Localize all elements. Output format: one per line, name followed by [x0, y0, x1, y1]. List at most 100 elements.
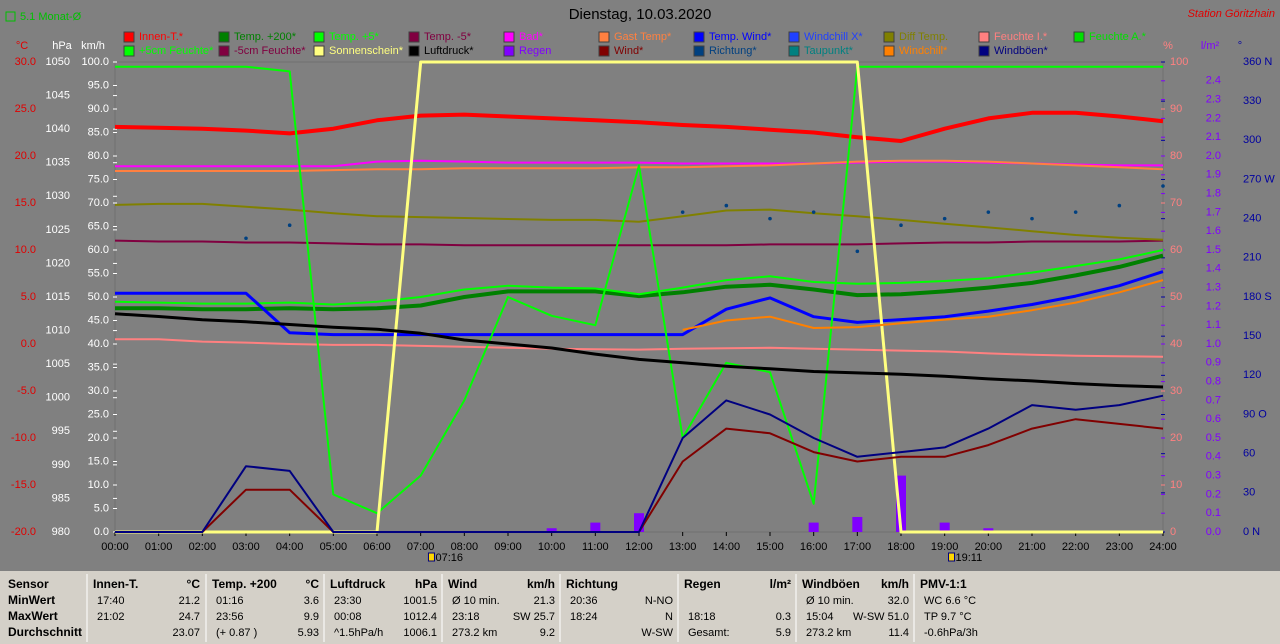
direction-dot [287, 223, 292, 227]
x-tick-label: 09:00 [494, 541, 522, 553]
column-unit: °C [187, 577, 201, 591]
cell-right: 9.2 [540, 627, 555, 639]
y-tick-label: 65.0 [88, 220, 109, 232]
series-line [682, 279, 1164, 331]
x-tick-label: 17:00 [844, 541, 872, 553]
x-tick-label: 10:00 [538, 541, 566, 553]
rain-bar [808, 522, 819, 532]
y-tick-label: 1.8 [1206, 188, 1221, 200]
cell-left: 273.2 km [452, 627, 497, 639]
axis-unit: % [1163, 40, 1173, 52]
y-tick-label: 100.0 [81, 56, 109, 68]
y-tick-label: 70 [1170, 197, 1182, 209]
y-tick-label: 120 [1243, 369, 1261, 381]
rain-bar [634, 513, 644, 532]
column-title: Innen-T. [93, 577, 138, 591]
cell-left: 21:02 [97, 611, 125, 623]
direction-dot [986, 210, 991, 214]
x-tick-label: 02:00 [189, 541, 217, 553]
chart-title: Dienstag, 10.03.2020 [569, 6, 712, 23]
sun-time: 07:16 [435, 552, 463, 564]
column-title: Wind [448, 577, 477, 591]
y-tick-label: 100 [1170, 56, 1188, 68]
legend-label: Temp. -5* [424, 31, 472, 43]
legend-swatch [693, 45, 705, 57]
column-title: Windböen [802, 577, 860, 591]
x-tick-label: 01:00 [145, 541, 173, 553]
x-tick-label: 21:00 [1018, 541, 1046, 553]
x-tick-label: 04:00 [276, 541, 304, 553]
cell-right: 1006.1 [403, 627, 437, 639]
y-tick-label: 50.0 [88, 291, 109, 303]
legend-swatch [883, 31, 895, 43]
direction-dot [942, 216, 947, 221]
cell-right: 1012.4 [403, 611, 437, 623]
series-line [115, 253, 1164, 312]
rain-bar [983, 528, 994, 532]
y-tick-label: 2.3 [1206, 94, 1221, 106]
legend-swatch [218, 45, 230, 57]
y-tick-label: 10.0 [15, 244, 36, 256]
series-line [115, 270, 1164, 337]
cell-right: W-SW [641, 627, 673, 639]
cell-right: 21.3 [534, 595, 555, 607]
y-tick-label: 995 [52, 425, 70, 437]
y-tick-label: 1.3 [1206, 282, 1221, 294]
y-tick-label: 150 [1243, 330, 1261, 342]
direction-dot [1030, 216, 1034, 221]
cell-left: 23:30 [334, 595, 362, 607]
y-tick-label: 10 [1170, 479, 1182, 491]
y-tick-label: 0.9 [1206, 357, 1221, 369]
direction-dot [1073, 210, 1078, 214]
cell-right: 0.3 [776, 611, 791, 623]
direction-dot [244, 236, 248, 241]
y-tick-label: 0.4 [1206, 451, 1221, 463]
table-background [0, 571, 1280, 644]
cell-left: 18:24 [570, 611, 598, 623]
cell-left: 00:08 [334, 611, 362, 623]
y-tick-label: 80.0 [88, 150, 109, 162]
legend-label: Taupunkt* [804, 45, 854, 57]
y-tick-label: 2.0 [1206, 150, 1221, 162]
y-tick-label: 60.0 [88, 244, 109, 256]
y-tick-label: 1040 [46, 123, 70, 135]
y-tick-label: 300 [1243, 134, 1261, 146]
legend-swatch [408, 45, 420, 57]
y-tick-label: 40 [1170, 338, 1182, 350]
row-label: MaxWert [8, 609, 58, 623]
y-tick-label: 30.0 [15, 56, 36, 68]
legend-swatch [503, 45, 515, 57]
cell-right: 24.7 [179, 611, 200, 623]
sun-time: 19:11 [956, 552, 983, 564]
x-tick-label: 12:00 [625, 541, 653, 553]
legend-swatch [218, 31, 230, 43]
legend-label: Gast Temp* [614, 31, 672, 43]
legend-label: Innen-T.* [139, 31, 184, 43]
column-unit: km/h [527, 577, 555, 591]
sun-icon [948, 552, 956, 562]
y-tick-label: 0.0 [94, 526, 109, 538]
column-unit: km/h [881, 577, 909, 591]
y-tick-label: 1020 [46, 257, 70, 269]
period-icon [5, 11, 16, 22]
legend-swatch [313, 31, 325, 43]
column-title: Regen [684, 577, 721, 591]
y-tick-label: 90 O [1243, 408, 1267, 420]
y-tick-label: 1.9 [1206, 169, 1221, 181]
x-tick-label: 06:00 [363, 541, 391, 553]
y-tick-label: 1025 [46, 224, 70, 236]
series-line [115, 394, 1164, 533]
rain-bar [852, 516, 863, 532]
y-tick-label: 30.0 [88, 385, 109, 397]
cell-left: 01:16 [216, 595, 244, 607]
series-line [115, 65, 1163, 515]
legend-label: Bad* [519, 31, 544, 43]
y-tick-label: 45.0 [88, 314, 109, 326]
cell-right: 21.2 [179, 595, 200, 607]
axis-unit: l/m² [1201, 40, 1220, 52]
legend-label: Feuchte A.* [1089, 31, 1147, 43]
y-tick-label: 985 [52, 492, 70, 504]
cell-right: 9.9 [304, 611, 319, 623]
y-tick-label: 1035 [46, 157, 70, 169]
direction-dot [1161, 184, 1165, 188]
